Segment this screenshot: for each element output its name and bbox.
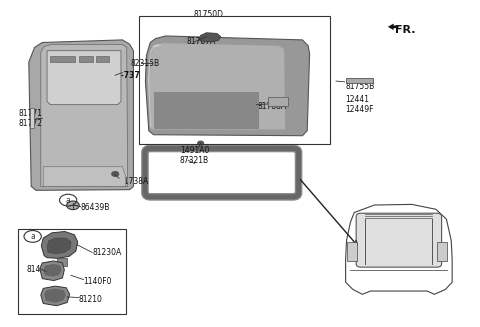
Text: 1140F0: 1140F0 [84, 277, 112, 286]
Text: 87321B: 87321B [180, 156, 209, 165]
Circle shape [67, 201, 79, 210]
Bar [347, 242, 357, 261]
Text: 12441
12449F: 12441 12449F [346, 95, 374, 114]
Text: a: a [30, 232, 35, 241]
Text: 81787A: 81787A [186, 37, 216, 46]
Bar [346, 78, 373, 83]
Polygon shape [41, 286, 70, 306]
Polygon shape [47, 51, 121, 105]
Bar [57, 258, 67, 266]
Text: 1491A0: 1491A0 [180, 146, 209, 155]
Circle shape [112, 172, 119, 176]
Text: FR.: FR. [395, 25, 415, 35]
Text: 86439B: 86439B [81, 203, 110, 212]
Text: 82315B: 82315B [131, 59, 160, 68]
Polygon shape [149, 43, 285, 129]
Polygon shape [47, 238, 71, 254]
Text: 81788A: 81788A [258, 102, 287, 111]
Text: 81750D: 81750D [194, 10, 224, 19]
Text: 81755B: 81755B [346, 82, 375, 91]
Polygon shape [43, 167, 126, 186]
Text: 81210: 81210 [79, 295, 103, 304]
Circle shape [198, 141, 204, 145]
Polygon shape [154, 92, 259, 129]
Text: a: a [66, 196, 71, 205]
Polygon shape [148, 44, 162, 128]
Bar [50, 56, 75, 62]
Text: 81230A: 81230A [92, 248, 121, 257]
Text: REF.60-737: REF.60-737 [93, 71, 140, 80]
Polygon shape [41, 232, 78, 258]
Polygon shape [40, 261, 64, 281]
Polygon shape [145, 36, 310, 136]
Bar [96, 56, 109, 62]
Bar [18, 229, 126, 314]
Text: 81738A: 81738A [119, 177, 148, 186]
Polygon shape [388, 24, 398, 30]
Text: 81771
81772: 81771 81772 [18, 109, 42, 128]
Polygon shape [199, 33, 221, 42]
Text: 81458C: 81458C [26, 265, 56, 274]
Bar [268, 97, 288, 106]
FancyBboxPatch shape [356, 213, 442, 267]
Polygon shape [30, 108, 34, 128]
Bar [79, 56, 93, 62]
Polygon shape [43, 264, 61, 277]
Bar [437, 242, 447, 261]
Bar [139, 16, 330, 144]
Polygon shape [41, 44, 128, 186]
Polygon shape [29, 40, 133, 190]
Polygon shape [44, 288, 66, 303]
